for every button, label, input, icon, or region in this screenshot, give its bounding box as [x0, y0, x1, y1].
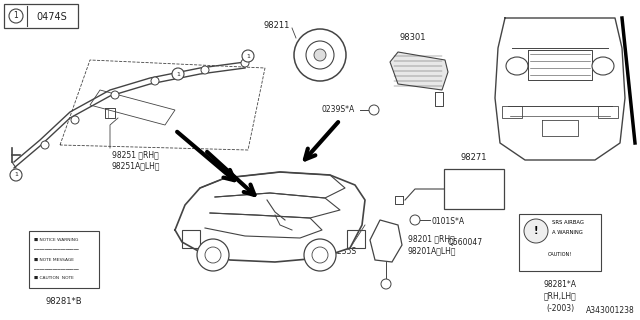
Circle shape	[71, 116, 79, 124]
Text: 1: 1	[13, 12, 19, 20]
Text: 0239S*A: 0239S*A	[322, 106, 355, 115]
Text: 1: 1	[14, 172, 18, 178]
Circle shape	[197, 239, 229, 271]
Circle shape	[151, 77, 159, 85]
Bar	[182, 230, 200, 248]
Text: 1: 1	[176, 71, 180, 76]
Circle shape	[312, 247, 328, 263]
Polygon shape	[175, 172, 365, 262]
Text: ■ NOTICE WARNING: ■ NOTICE WARNING	[34, 238, 78, 242]
Text: ─────────────────: ─────────────────	[34, 248, 79, 252]
Circle shape	[306, 41, 334, 69]
FancyBboxPatch shape	[4, 4, 78, 28]
Text: ■ NOTE MESSAGE: ■ NOTE MESSAGE	[34, 258, 74, 262]
Circle shape	[524, 219, 548, 243]
Text: 98281*A
〈RH,LH〉
(-2003): 98281*A 〈RH,LH〉 (-2003)	[543, 280, 577, 313]
Text: 98301: 98301	[400, 33, 426, 42]
Text: 98201 〈RH〉
98201A〈LH〉: 98201 〈RH〉 98201A〈LH〉	[408, 235, 456, 255]
Circle shape	[381, 279, 391, 289]
Circle shape	[242, 50, 254, 62]
FancyBboxPatch shape	[444, 169, 504, 209]
Text: 0101S*A: 0101S*A	[432, 218, 465, 227]
Text: 98251 〈RH〉
98251A〈LH〉: 98251 〈RH〉 98251A〈LH〉	[112, 150, 161, 171]
Circle shape	[10, 169, 22, 181]
Ellipse shape	[506, 57, 528, 75]
Circle shape	[201, 66, 209, 74]
Text: 98271: 98271	[461, 153, 487, 162]
FancyBboxPatch shape	[29, 231, 99, 288]
Circle shape	[172, 68, 184, 80]
Text: ■ CAUTION  NOTE: ■ CAUTION NOTE	[34, 276, 74, 280]
Circle shape	[410, 215, 420, 225]
Bar	[598, 106, 618, 118]
Circle shape	[314, 49, 326, 61]
Text: A343001238: A343001238	[586, 306, 635, 315]
Text: CAUTION!: CAUTION!	[548, 252, 572, 258]
Text: A WARNING: A WARNING	[552, 229, 583, 235]
FancyBboxPatch shape	[519, 214, 601, 271]
Text: 98281*B: 98281*B	[45, 297, 83, 306]
Text: ─────────────────: ─────────────────	[34, 268, 79, 272]
Text: 0235S: 0235S	[333, 247, 357, 257]
Circle shape	[369, 105, 379, 115]
Ellipse shape	[592, 57, 614, 75]
Text: 0474S: 0474S	[36, 12, 67, 22]
Circle shape	[9, 9, 23, 23]
Text: !: !	[534, 226, 538, 236]
Polygon shape	[390, 52, 448, 90]
Circle shape	[241, 59, 249, 67]
Circle shape	[111, 91, 119, 99]
Bar	[347, 230, 365, 248]
Circle shape	[304, 239, 336, 271]
Circle shape	[41, 141, 49, 149]
Text: 98211: 98211	[264, 21, 290, 30]
Text: 1: 1	[246, 53, 250, 59]
Polygon shape	[495, 18, 625, 160]
Bar	[502, 106, 522, 118]
Text: Q560047: Q560047	[448, 237, 483, 246]
Text: SRS AIRBAG: SRS AIRBAG	[552, 220, 584, 226]
Circle shape	[294, 29, 346, 81]
Circle shape	[205, 247, 221, 263]
